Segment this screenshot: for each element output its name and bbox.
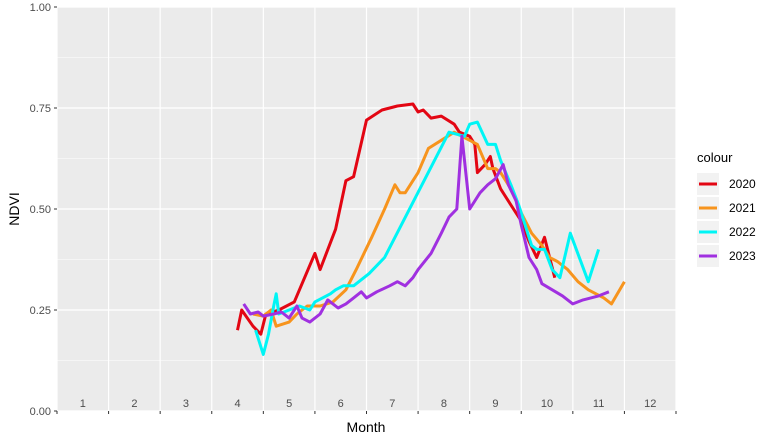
- series-line-2020: [236, 102, 557, 336]
- y-tick-label: 1.00: [30, 2, 51, 14]
- legend-title: colour: [697, 150, 733, 165]
- y-tick-label: 0.00: [30, 406, 51, 418]
- x-tick-label: 2: [131, 398, 137, 410]
- x-tick-label: 5: [286, 398, 292, 410]
- x-tick-label: 12: [644, 398, 656, 410]
- x-tick-label: 6: [338, 398, 344, 410]
- x-tick-label: 7: [389, 398, 395, 410]
- x-tick-label: 11: [593, 398, 604, 410]
- legend-label-2021: 2021: [729, 201, 756, 215]
- x-tick-label: 1: [80, 398, 86, 410]
- x-tick-label: 3: [183, 398, 189, 410]
- y-axis-ticks: 0.00 0.25 0.50 0.75 1.00: [30, 2, 57, 418]
- x-tick-label: 4: [234, 398, 240, 410]
- x-axis-ticks: 1 2 3 4 5 6 7 8 9 10 11 12: [56, 398, 677, 414]
- y-tick-label: 0.50: [30, 204, 51, 216]
- y-tick-label: 0.75: [30, 103, 51, 115]
- y-tick-label: 0.25: [30, 305, 51, 317]
- legend-keys: 2020 2021 2022 2023: [697, 173, 756, 267]
- series-line-2023: [242, 134, 610, 324]
- x-axis-title: Month: [347, 419, 386, 435]
- x-tick-label: 8: [441, 398, 447, 410]
- legend-label-2022: 2022: [729, 225, 756, 239]
- series-lines: [236, 102, 626, 356]
- legend-label-2020: 2020: [729, 177, 756, 191]
- legend: colour 2020 2021 2022 2023: [697, 150, 756, 267]
- legend-label-2023: 2023: [729, 249, 756, 263]
- x-tick-label: 9: [492, 398, 498, 410]
- y-axis-title: NDVI: [6, 192, 22, 225]
- x-tick-label: 10: [541, 398, 553, 410]
